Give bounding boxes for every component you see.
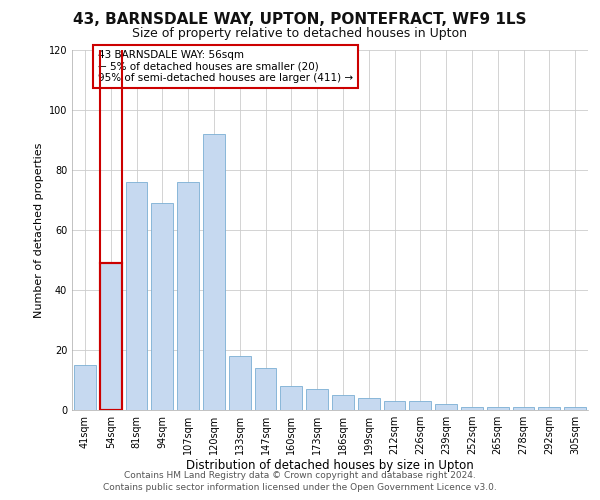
- Bar: [177, 182, 199, 410]
- Text: 43 BARNSDALE WAY: 56sqm
← 5% of detached houses are smaller (20)
95% of semi-det: 43 BARNSDALE WAY: 56sqm ← 5% of detached…: [98, 50, 353, 83]
- Text: Size of property relative to detached houses in Upton: Size of property relative to detached ho…: [133, 28, 467, 40]
- Bar: [100, 263, 122, 410]
- Bar: [100, 263, 122, 410]
- X-axis label: Distribution of detached houses by size in Upton: Distribution of detached houses by size …: [186, 458, 474, 471]
- Y-axis label: Number of detached properties: Number of detached properties: [34, 142, 44, 318]
- Bar: [306, 389, 328, 410]
- Bar: [125, 182, 148, 410]
- Text: 43, BARNSDALE WAY, UPTON, PONTEFRACT, WF9 1LS: 43, BARNSDALE WAY, UPTON, PONTEFRACT, WF…: [73, 12, 527, 28]
- Bar: [203, 134, 225, 410]
- Bar: [538, 407, 560, 410]
- Bar: [564, 407, 586, 410]
- Bar: [151, 203, 173, 410]
- Bar: [358, 398, 380, 410]
- Bar: [487, 407, 509, 410]
- Bar: [461, 407, 483, 410]
- Bar: [254, 368, 277, 410]
- Bar: [280, 386, 302, 410]
- Bar: [383, 401, 406, 410]
- Bar: [332, 395, 354, 410]
- Bar: [409, 401, 431, 410]
- Bar: [229, 356, 251, 410]
- Bar: [435, 404, 457, 410]
- Bar: [512, 407, 535, 410]
- Text: Contains HM Land Registry data © Crown copyright and database right 2024.
Contai: Contains HM Land Registry data © Crown c…: [103, 471, 497, 492]
- Bar: [74, 365, 96, 410]
